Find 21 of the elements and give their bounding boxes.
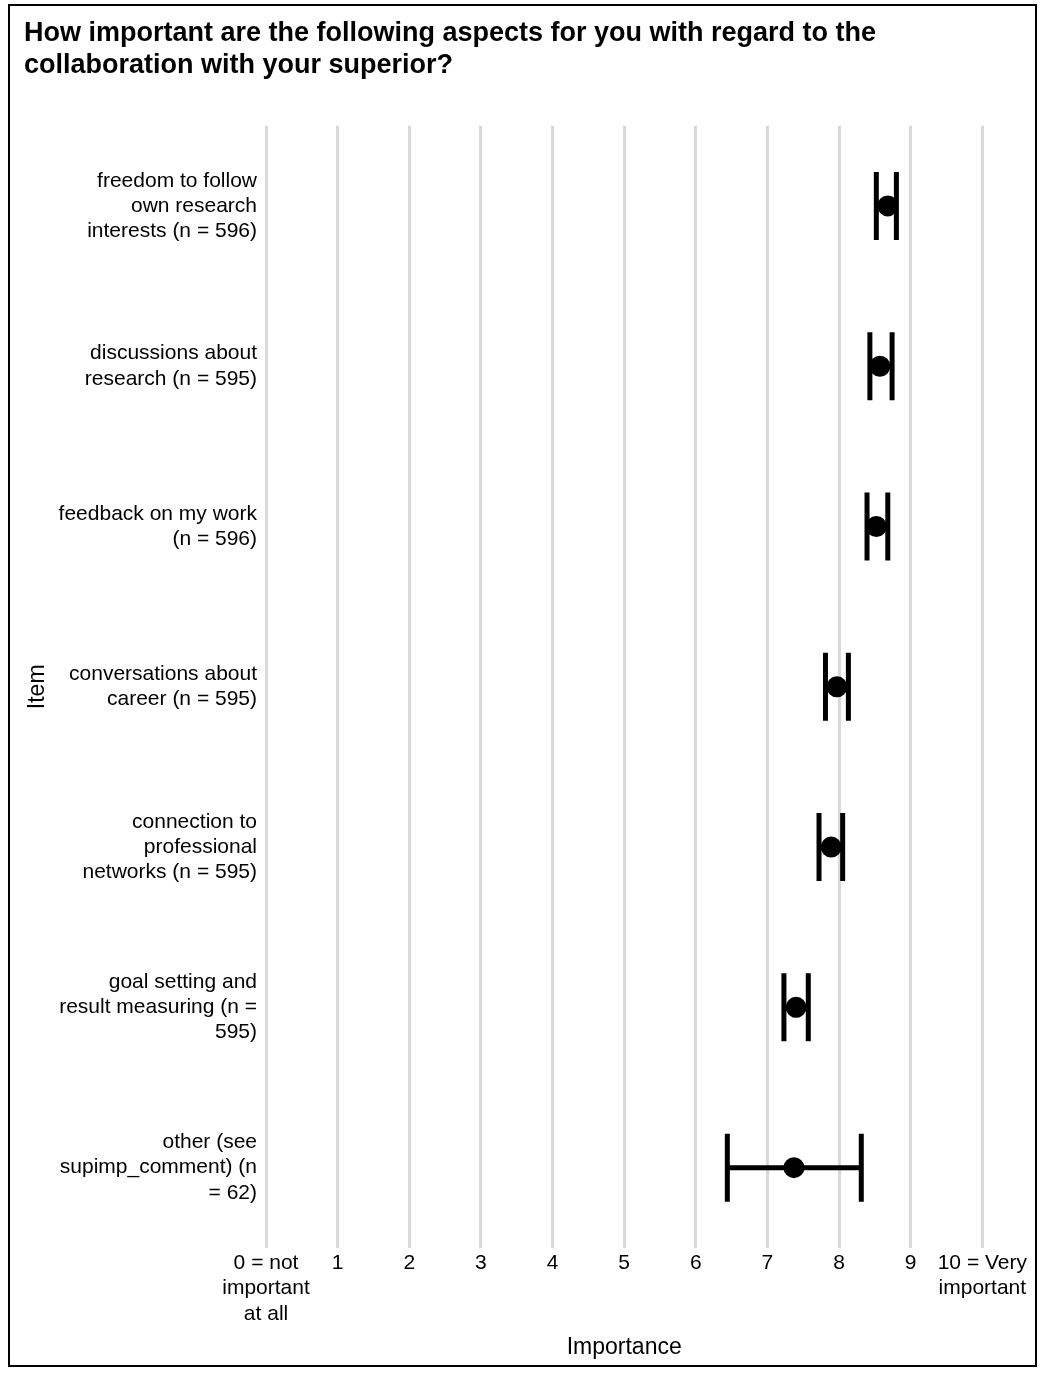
x-tick-label: 8 <box>833 1249 845 1273</box>
x-tick-label: 0 = not important at all <box>222 1249 310 1324</box>
x-tick-label: 1 <box>331 1249 344 1273</box>
chart-title: How important are the following aspects for you with regard to the collaboration with your superior? <box>23 16 878 82</box>
x-tick-label: 2 <box>403 1249 416 1273</box>
y-tick-label: goal setting and result measuring (n = 595) <box>59 968 258 1043</box>
x-tick-label: 5 <box>618 1249 631 1273</box>
y-tick-label: discussions about research (n = 595) <box>84 340 258 389</box>
x-tick-label: 9 <box>904 1249 917 1273</box>
x-axis-title: Importance <box>566 1332 682 1359</box>
y-tick-label: other (see supimp_comment) (n = 62) <box>59 1129 258 1203</box>
y-tick-label: conversations about career (n = 595) <box>69 660 258 709</box>
y-axis-title: Item <box>23 664 50 709</box>
y-tick-label: connection to professional networks (n = 595) <box>82 808 258 882</box>
y-tick-label: feedback on my work (n = 596) <box>58 500 258 549</box>
x-tick-label: 3 <box>475 1249 487 1273</box>
x-tick-label: 4 <box>546 1249 559 1273</box>
y-tick-label: freedom to follow own research interests (n = 596) <box>87 167 258 241</box>
x-tick-label: 6 <box>689 1249 702 1273</box>
x-tick-label: 7 <box>761 1249 774 1273</box>
x-tick-label: 10 = Very important <box>937 1249 1028 1299</box>
